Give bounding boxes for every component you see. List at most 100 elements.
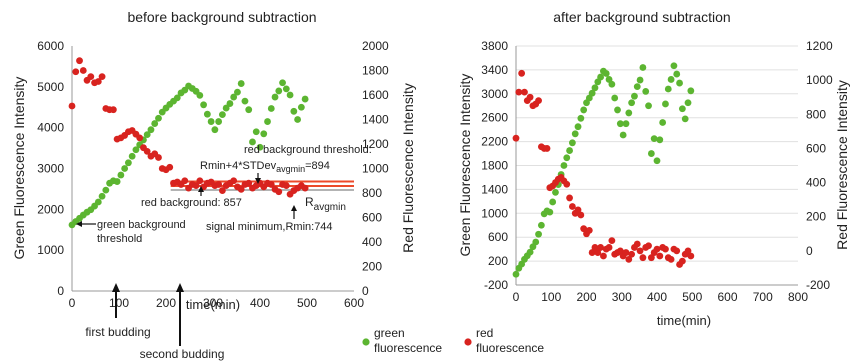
red-data-point bbox=[566, 194, 573, 202]
green-data-point bbox=[628, 99, 636, 107]
red-data-point bbox=[535, 97, 542, 105]
green-data-point bbox=[132, 146, 140, 154]
y-tick-label: 3000 bbox=[481, 87, 508, 101]
y-tick-label: 3400 bbox=[481, 63, 508, 77]
left-y2-axis-label: Red Fluorescence Intensity bbox=[400, 83, 416, 253]
r-avgmin-label: Ravgmin bbox=[305, 195, 346, 213]
left-green-series bbox=[68, 79, 309, 229]
green-threshold-label-line1: green background bbox=[97, 219, 186, 231]
y2-tick-label: 1200 bbox=[806, 39, 833, 53]
green-data-point bbox=[633, 83, 641, 91]
red-data-point bbox=[282, 182, 290, 190]
y-tick-label: 2600 bbox=[481, 111, 508, 125]
y2-tick-label: 400 bbox=[362, 235, 382, 249]
y-tick-label: 2000 bbox=[37, 202, 64, 216]
red-threshold-formula-main: Rmin+4*STDev bbox=[200, 160, 277, 172]
green-data-point bbox=[552, 188, 559, 196]
y-tick-label: 600 bbox=[488, 230, 508, 244]
green-data-point bbox=[241, 97, 249, 105]
green-data-point bbox=[147, 126, 155, 134]
green-data-point bbox=[681, 115, 689, 123]
green-data-point bbox=[670, 62, 678, 70]
signal-minimum-label: signal minimum,Rmin:744 bbox=[206, 221, 333, 233]
green-data-point bbox=[571, 130, 579, 138]
red-data-point bbox=[656, 252, 664, 260]
x-tick-label: 400 bbox=[250, 296, 270, 310]
red-data-point bbox=[673, 247, 681, 255]
green-data-point bbox=[569, 139, 576, 147]
green-data-point bbox=[219, 111, 226, 118]
red-data-point bbox=[563, 180, 571, 188]
green-threshold-label-line2: threshold bbox=[97, 233, 142, 245]
red-background-label: red background: 857 bbox=[141, 197, 242, 209]
green-data-point bbox=[678, 105, 686, 113]
x-tick-label: 0 bbox=[513, 290, 520, 304]
green-data-point bbox=[237, 80, 245, 87]
green-data-point bbox=[667, 76, 675, 83]
green-data-point bbox=[286, 91, 294, 99]
red-data-point bbox=[678, 257, 686, 265]
red-data-point bbox=[68, 102, 76, 110]
left-y-tick-labels: 0 1000 2000 3000 4000 5000 6000 bbox=[37, 39, 64, 298]
x-tick-label: 200 bbox=[576, 290, 596, 304]
red-data-point bbox=[215, 181, 223, 188]
y-tick-label: 0 bbox=[57, 284, 64, 298]
red-data-point bbox=[192, 182, 200, 190]
red-data-point bbox=[645, 242, 652, 250]
red-data-point bbox=[574, 206, 582, 214]
x-tick-label: 500 bbox=[297, 296, 317, 310]
x-tick-label: 200 bbox=[156, 296, 176, 310]
green-data-point bbox=[653, 157, 661, 165]
y2-tick-label: 400 bbox=[806, 176, 826, 190]
y2-tick-label: 1400 bbox=[362, 113, 389, 127]
red-threshold-formula: Rmin+4*STDevavgmin=894 bbox=[200, 160, 330, 174]
red-data-point bbox=[521, 88, 528, 96]
left-y-axis-label: Green Fluorescence Intensity bbox=[11, 77, 27, 260]
red-data-point bbox=[577, 211, 585, 219]
green-data-point bbox=[636, 76, 644, 84]
right-chart: after background subtraction -200 200 600 1… bbox=[457, 9, 850, 328]
x-tick-label: 600 bbox=[344, 296, 364, 310]
green-data-point bbox=[121, 165, 129, 172]
red-data-point bbox=[98, 73, 106, 81]
green-data-point bbox=[282, 85, 290, 93]
red-data-point bbox=[591, 244, 599, 251]
red-data-point bbox=[76, 57, 83, 65]
green-data-point bbox=[687, 87, 695, 95]
green-data-point bbox=[211, 126, 219, 134]
r-avgmin-main: R bbox=[305, 195, 314, 209]
y-tick-label: 3800 bbox=[481, 39, 508, 53]
green-data-point bbox=[226, 100, 234, 107]
green-data-point bbox=[271, 93, 279, 101]
green-threshold-arrowhead bbox=[76, 221, 82, 227]
red-data-point bbox=[580, 225, 588, 233]
green-data-point bbox=[645, 102, 652, 110]
green-data-point bbox=[301, 95, 309, 103]
red-data-point bbox=[515, 88, 523, 96]
green-data-point bbox=[267, 105, 275, 112]
x-tick-label: 600 bbox=[717, 290, 737, 304]
left-chart-title: before background subtraction bbox=[127, 9, 316, 25]
green-data-point bbox=[173, 94, 181, 102]
red-data-point bbox=[543, 145, 551, 152]
green-data-point bbox=[684, 99, 692, 107]
left-red-series bbox=[68, 57, 309, 198]
right-chart-title: after background subtraction bbox=[553, 9, 730, 25]
red-data-point bbox=[588, 249, 596, 256]
green-data-point bbox=[203, 110, 211, 118]
red-data-point bbox=[684, 247, 692, 255]
right-red-series bbox=[512, 69, 695, 268]
legend-red-marker bbox=[464, 338, 472, 346]
green-data-point bbox=[577, 114, 585, 122]
y-tick-label: 5000 bbox=[37, 80, 64, 94]
right-y2-tick-labels: -200 0 200 400 600 800 1000 1200 bbox=[806, 39, 833, 292]
r-avgmin-sub: avgmin bbox=[314, 202, 346, 213]
legend-green-marker bbox=[362, 338, 370, 346]
y-tick-label: 1400 bbox=[481, 182, 508, 196]
green-data-point bbox=[642, 88, 650, 95]
left-y2-tick-labels: 0 200 400 600 800 1000 1200 1400 1600 1800 2000 bbox=[362, 39, 389, 298]
green-data-point bbox=[151, 120, 159, 127]
red-data-point bbox=[181, 177, 189, 185]
green-data-point bbox=[673, 70, 681, 78]
y-tick-label: 3000 bbox=[37, 162, 64, 176]
